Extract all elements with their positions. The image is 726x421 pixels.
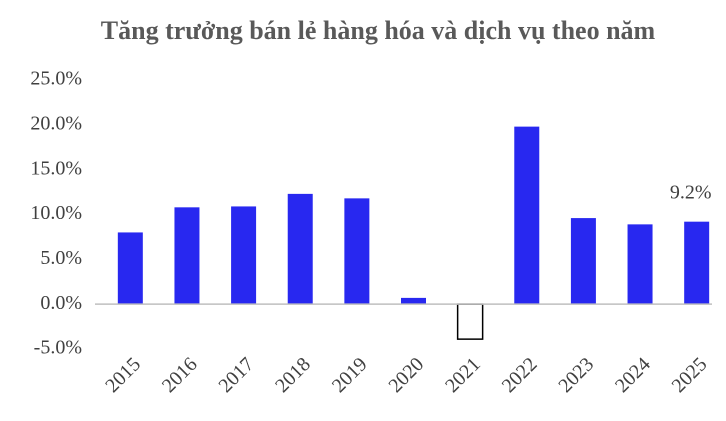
x-tick-label: 2025 [668,353,712,397]
chart-title: Tăng trưởng bán lẻ hàng hóa và dịch vụ t… [100,16,656,45]
x-tick-label: 2015 [101,353,145,397]
x-tick-label: 2016 [158,353,202,397]
bar [684,221,710,305]
x-tick-label: 2020 [384,353,428,397]
x-tick-label: 2022 [498,353,542,397]
bar [174,207,200,305]
bar [231,206,257,305]
bar [570,218,596,305]
x-tick-label: 2018 [271,353,315,397]
bar [344,198,370,305]
y-tick-label: 25.0% [30,68,82,90]
y-tick-label: 10.0% [30,202,82,224]
bar [627,224,653,305]
y-tick-label: 0.0% [40,292,82,314]
y-tick-label: -5.0% [34,337,82,359]
x-tick-label: 2023 [554,353,598,397]
bar [514,126,540,305]
bar [117,232,143,305]
x-tick-label: 2017 [215,353,259,397]
bar [456,303,484,340]
y-tick-label: 5.0% [40,247,82,269]
x-tick-label: 2024 [611,353,655,397]
y-tick-label: 15.0% [30,157,82,179]
x-tick-label: 2021 [441,353,485,397]
bar [287,193,313,305]
x-tick-label: 2019 [328,353,372,397]
value-label: 9.2% [670,181,712,203]
y-tick-label: 20.0% [30,112,82,134]
bar [401,297,426,305]
